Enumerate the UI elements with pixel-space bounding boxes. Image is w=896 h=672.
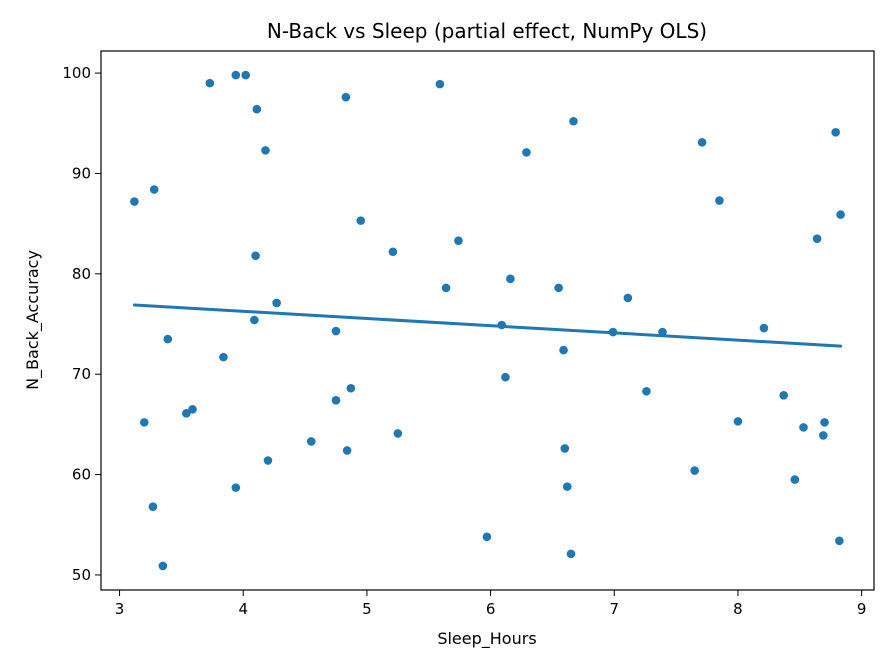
data-point bbox=[522, 148, 531, 157]
y-tick-label: 80 bbox=[72, 265, 91, 283]
data-point bbox=[697, 138, 707, 147]
data-point bbox=[779, 390, 789, 400]
data-point bbox=[506, 274, 515, 284]
data-point bbox=[341, 92, 351, 102]
data-point bbox=[623, 293, 633, 303]
data-point bbox=[306, 437, 316, 446]
y-tick-label: 100 bbox=[62, 64, 91, 82]
data-point bbox=[163, 334, 173, 344]
data-point bbox=[231, 483, 241, 492]
data-point bbox=[835, 536, 844, 546]
data-point bbox=[690, 466, 699, 475]
data-point bbox=[836, 210, 845, 219]
data-point bbox=[188, 405, 197, 414]
data-point bbox=[501, 372, 510, 382]
data-point bbox=[250, 315, 259, 325]
x-tick-label: 4 bbox=[238, 600, 248, 618]
data-point bbox=[149, 185, 159, 194]
regression-line-group bbox=[132, 303, 843, 348]
data-point bbox=[554, 283, 563, 293]
x-axis-label: Sleep_Hours bbox=[437, 629, 536, 649]
data-point bbox=[272, 298, 281, 308]
y-axis-label: N_Back_Accuracy bbox=[23, 250, 43, 390]
y-tick-label: 50 bbox=[72, 566, 91, 584]
data-point bbox=[818, 431, 828, 440]
data-point bbox=[356, 216, 366, 225]
data-point bbox=[331, 326, 341, 336]
data-point bbox=[148, 502, 158, 511]
data-point bbox=[331, 395, 341, 405]
data-point bbox=[261, 146, 270, 155]
data-point bbox=[139, 418, 149, 427]
data-point bbox=[812, 234, 822, 243]
data-point bbox=[252, 104, 262, 114]
y-tick-label: 70 bbox=[72, 365, 91, 383]
data-point bbox=[231, 70, 241, 80]
plot-frame bbox=[100, 50, 875, 591]
x-tick-label: 8 bbox=[733, 600, 743, 618]
data-point bbox=[562, 482, 572, 491]
data-point bbox=[733, 417, 743, 426]
data-point bbox=[342, 446, 352, 455]
data-point bbox=[182, 409, 191, 418]
data-point bbox=[482, 532, 492, 542]
x-tick-label: 7 bbox=[609, 600, 619, 618]
data-points bbox=[130, 70, 845, 571]
data-point bbox=[831, 128, 840, 137]
x-tick-label: 9 bbox=[857, 600, 867, 618]
data-point bbox=[219, 352, 228, 362]
data-point bbox=[566, 549, 576, 559]
data-point bbox=[759, 323, 769, 333]
data-point bbox=[251, 251, 260, 261]
regression-line bbox=[132, 303, 843, 348]
data-point bbox=[241, 70, 251, 80]
data-point bbox=[820, 418, 829, 427]
data-point bbox=[559, 345, 568, 355]
y-tick-label: 90 bbox=[72, 164, 91, 182]
data-point bbox=[560, 444, 570, 453]
data-point bbox=[130, 197, 139, 206]
data-point bbox=[715, 196, 724, 205]
data-point bbox=[441, 283, 451, 293]
data-point bbox=[205, 78, 215, 88]
data-point bbox=[569, 116, 578, 126]
data-point bbox=[388, 247, 398, 257]
x-tick-label: 5 bbox=[362, 600, 372, 618]
data-point bbox=[435, 79, 445, 89]
x-tick-label: 3 bbox=[115, 600, 125, 618]
x-tick-label: 6 bbox=[486, 600, 496, 618]
data-point bbox=[263, 456, 273, 465]
chart-title: N-Back vs Sleep (partial effect, NumPy O… bbox=[267, 19, 707, 43]
data-point bbox=[790, 475, 800, 484]
data-point bbox=[393, 429, 403, 438]
data-point bbox=[454, 236, 463, 246]
data-point bbox=[799, 423, 808, 432]
data-point bbox=[346, 383, 356, 393]
y-tick-label: 60 bbox=[72, 466, 91, 484]
axis-ticks: 3 4 5 6 7 8 9 50 60 70 80 90 100 bbox=[62, 64, 866, 618]
data-point bbox=[642, 386, 651, 396]
data-point bbox=[158, 561, 168, 571]
